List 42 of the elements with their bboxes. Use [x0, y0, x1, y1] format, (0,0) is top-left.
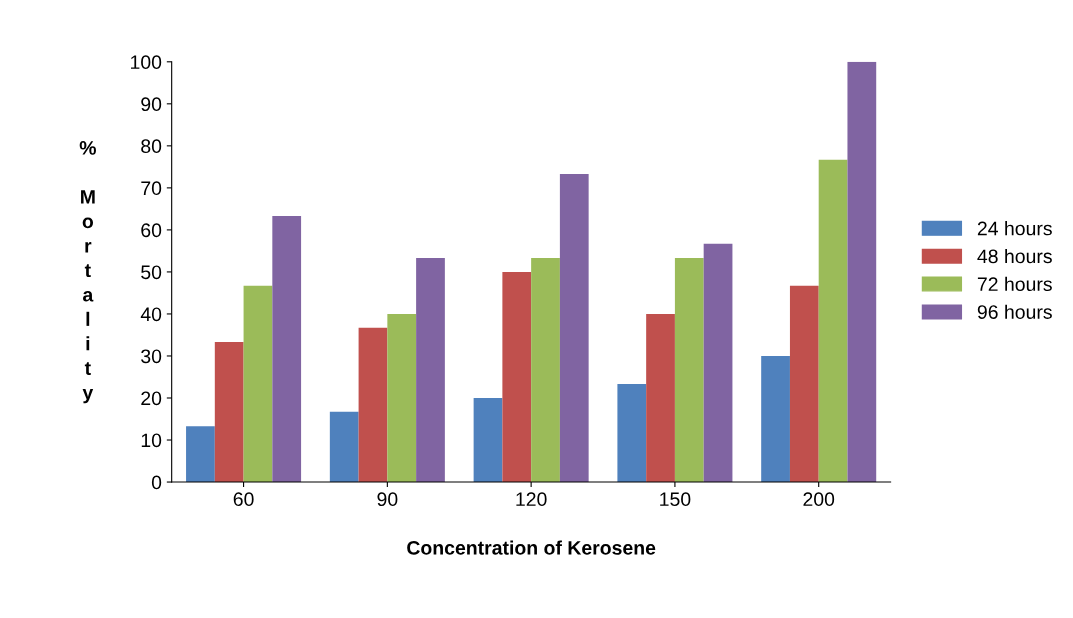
- bar: [502, 271, 532, 483]
- y-tick-label: 20: [141, 391, 162, 406]
- y-tick-label: 30: [141, 349, 162, 364]
- bar: [186, 426, 215, 483]
- bar: [617, 384, 647, 483]
- bar: [416, 258, 445, 483]
- x-tick-label: 120: [516, 492, 547, 507]
- y-tick-label: 50: [141, 265, 162, 280]
- bar: [847, 61, 877, 483]
- bar: [214, 342, 244, 483]
- legend-label: 96 hours: [977, 304, 1052, 319]
- y-tick-label: 80: [141, 139, 162, 154]
- x-tick-label: 60: [233, 492, 254, 507]
- bar: [329, 411, 359, 483]
- y-tick-label: 60: [141, 223, 162, 238]
- y-tick-label: 90: [141, 97, 162, 112]
- bar: [473, 397, 503, 483]
- bar: [358, 327, 388, 483]
- x-tick-label: 90: [377, 492, 398, 507]
- legend-label: 48 hours: [977, 248, 1052, 264]
- y-tick-label: 0: [151, 475, 162, 490]
- y-tick-label: 70: [141, 181, 162, 196]
- x-axis-title: Concentration of Kerosene: [407, 540, 656, 555]
- bar: [531, 258, 560, 483]
- text: % Mortality: [79, 141, 96, 404]
- bar: [272, 216, 302, 483]
- bar: [243, 285, 273, 483]
- bar: [818, 159, 848, 483]
- legend-label: 24 hours: [977, 221, 1052, 236]
- bar: [674, 258, 704, 483]
- bar: [559, 174, 589, 483]
- bar: [789, 285, 819, 483]
- bar: [761, 355, 790, 483]
- y-tick-label: 10: [141, 433, 162, 448]
- bar: [703, 243, 733, 483]
- y-tick-label: 100: [131, 55, 162, 70]
- x-tick-label: 200: [803, 492, 835, 507]
- bar: [387, 313, 417, 483]
- bar: [646, 313, 675, 483]
- x-tick-label: 150: [660, 492, 691, 507]
- legend-label: 72 hours: [977, 276, 1052, 292]
- y-tick-label: 40: [140, 307, 162, 322]
